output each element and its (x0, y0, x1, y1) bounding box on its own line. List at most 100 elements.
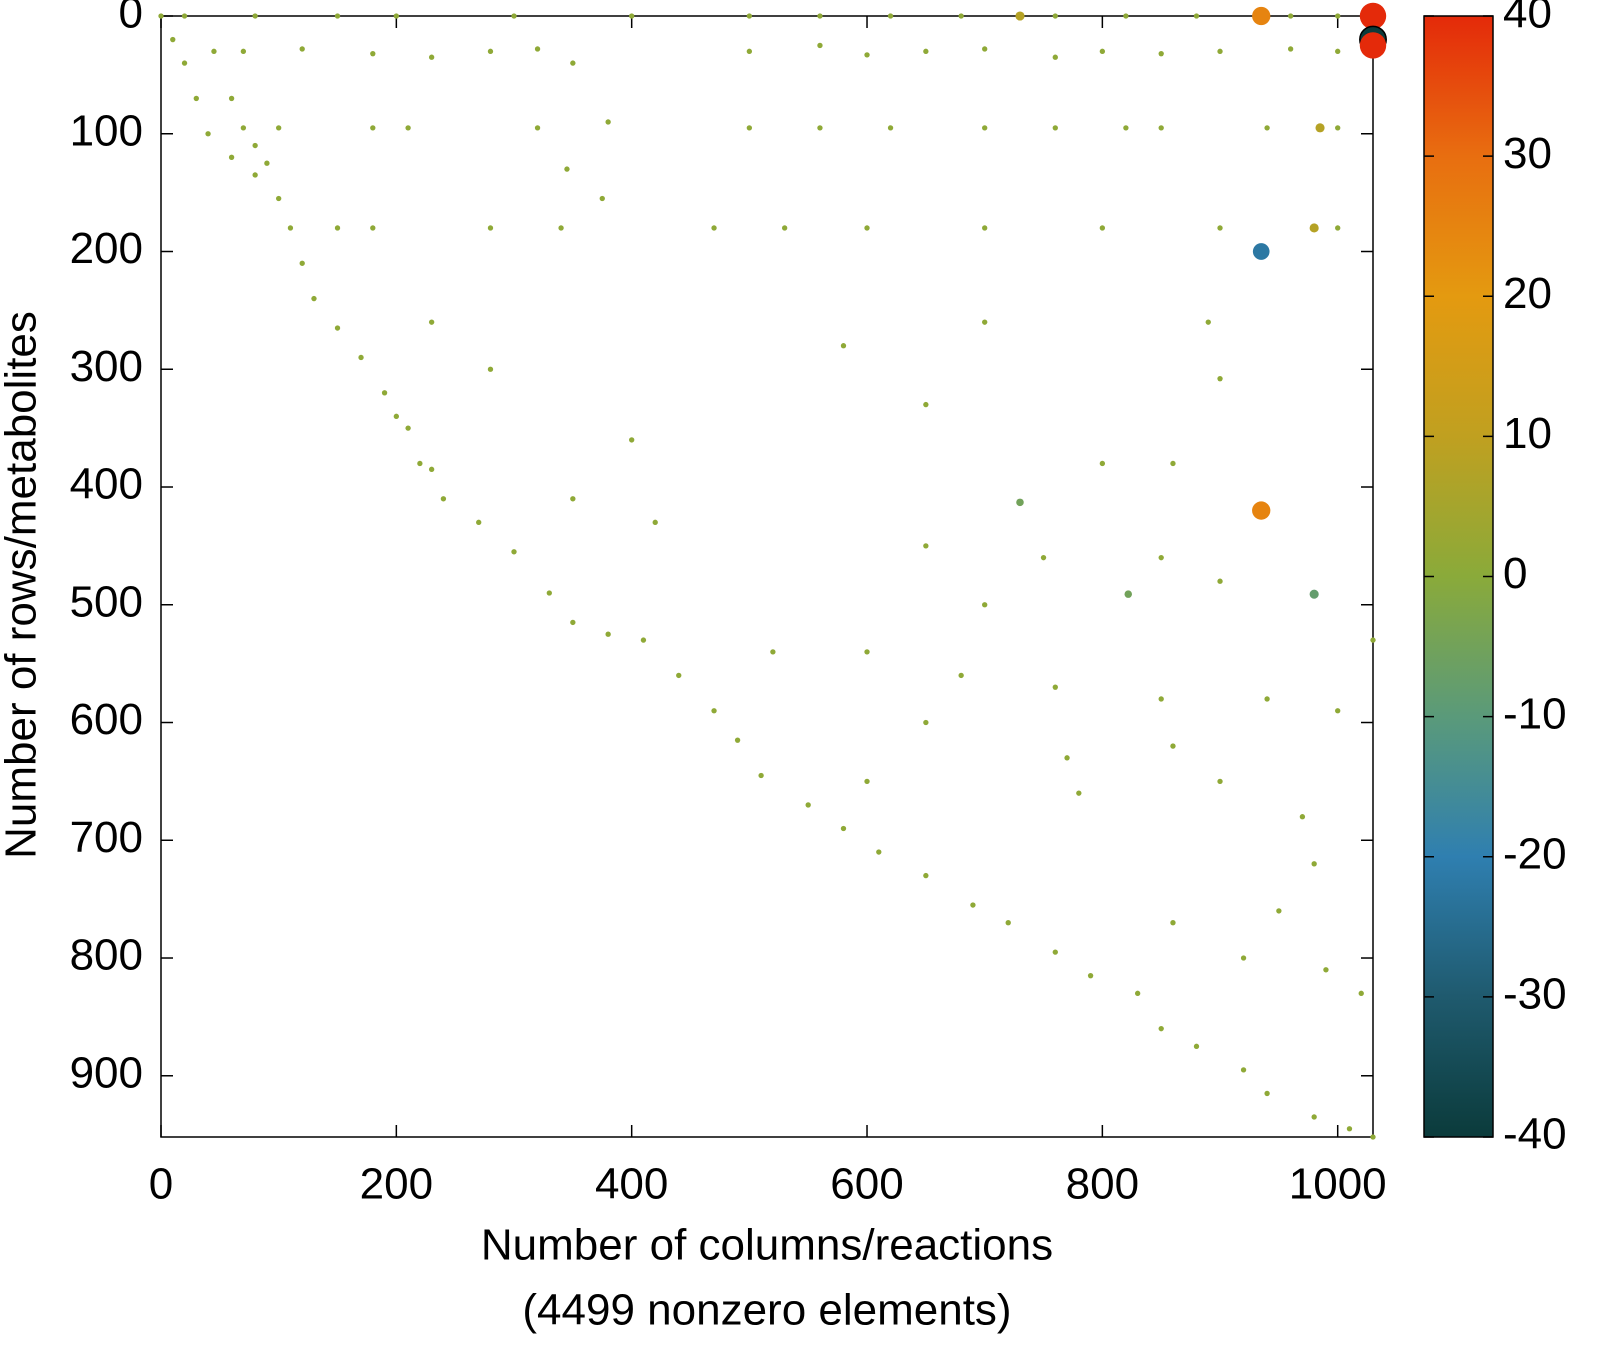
point (158, 13, 164, 19)
point (711, 225, 717, 231)
point (534, 125, 541, 131)
point (1099, 225, 1106, 231)
x-tick-label: 600 (830, 1160, 903, 1209)
point (1158, 696, 1164, 702)
point (1052, 684, 1058, 690)
point (476, 519, 482, 526)
point (558, 225, 564, 231)
point (264, 160, 270, 166)
point (1052, 54, 1058, 60)
point (1264, 1090, 1270, 1097)
x-axis-label: (4499 nonzero elements) (522, 1286, 1011, 1335)
point (393, 13, 400, 19)
point (1252, 6, 1271, 26)
y-tick-label: 800 (70, 931, 143, 980)
point (887, 13, 894, 19)
point (1099, 48, 1106, 54)
point (487, 225, 494, 231)
point (299, 260, 305, 266)
point (605, 631, 611, 637)
point (770, 649, 776, 655)
point (287, 225, 294, 231)
point (334, 325, 341, 331)
point (970, 902, 976, 908)
point (405, 425, 411, 431)
x-tick-label: 200 (360, 1160, 433, 1209)
point (1170, 920, 1176, 926)
point (1287, 46, 1294, 52)
point (1123, 13, 1129, 19)
point (923, 872, 929, 879)
colorbar-tick-label: -40 (1503, 1110, 1567, 1159)
point (1335, 13, 1341, 19)
point (1335, 125, 1341, 131)
point (1240, 955, 1247, 961)
colorbar-tick-label: 30 (1503, 129, 1552, 178)
point (252, 13, 258, 19)
point (1346, 1126, 1353, 1132)
point (1016, 498, 1024, 507)
point (1311, 1114, 1317, 1120)
point (923, 543, 929, 549)
point (1299, 814, 1306, 820)
point (487, 366, 494, 372)
x-tick-label: 1000 (1289, 1160, 1387, 1209)
point (570, 619, 576, 626)
y-tick-label: 100 (70, 106, 143, 155)
point (1040, 554, 1047, 561)
point (1134, 990, 1141, 997)
point (1359, 32, 1387, 59)
point (1309, 223, 1319, 233)
colorbar-tick-label: -10 (1503, 689, 1567, 738)
point (982, 125, 988, 131)
colorbar-tick-label: 20 (1503, 269, 1552, 318)
point (1170, 743, 1176, 749)
point (205, 131, 211, 137)
point (923, 48, 929, 54)
point (511, 549, 517, 555)
point (240, 125, 247, 131)
point (817, 13, 823, 19)
y-tick-label: 500 (70, 577, 143, 626)
y-tick-label: 400 (70, 460, 143, 509)
point (1370, 1134, 1376, 1140)
point (864, 52, 870, 58)
point (240, 48, 247, 54)
point (1158, 125, 1164, 131)
point (640, 637, 647, 643)
point (1123, 125, 1129, 131)
x-tick-label: 800 (1066, 1160, 1139, 1209)
point (1158, 554, 1164, 561)
point (864, 225, 870, 231)
point (1052, 949, 1058, 955)
y-tick-label: 0 (119, 0, 143, 38)
colorbar-tick-label: -30 (1503, 970, 1567, 1019)
point (417, 460, 423, 467)
point (428, 54, 435, 60)
point (1359, 2, 1387, 30)
point (181, 13, 188, 19)
point (1240, 1067, 1247, 1073)
point (652, 519, 658, 526)
point (570, 60, 576, 66)
point (1315, 123, 1325, 133)
point (1064, 755, 1070, 761)
x-tick-label: 0 (149, 1160, 173, 1209)
point (746, 13, 753, 19)
point (923, 401, 929, 408)
plot-frame (160, 15, 1374, 1138)
point (1217, 48, 1223, 54)
point (334, 225, 341, 231)
colorbar-tick-label: 40 (1503, 0, 1552, 38)
point (864, 778, 870, 785)
point (1099, 460, 1106, 467)
point (440, 496, 447, 502)
point (1217, 225, 1223, 231)
y-tick-label: 600 (70, 695, 143, 744)
point (1323, 967, 1329, 973)
point (428, 466, 435, 473)
point (758, 772, 764, 779)
point (605, 119, 611, 125)
point (1170, 460, 1176, 467)
